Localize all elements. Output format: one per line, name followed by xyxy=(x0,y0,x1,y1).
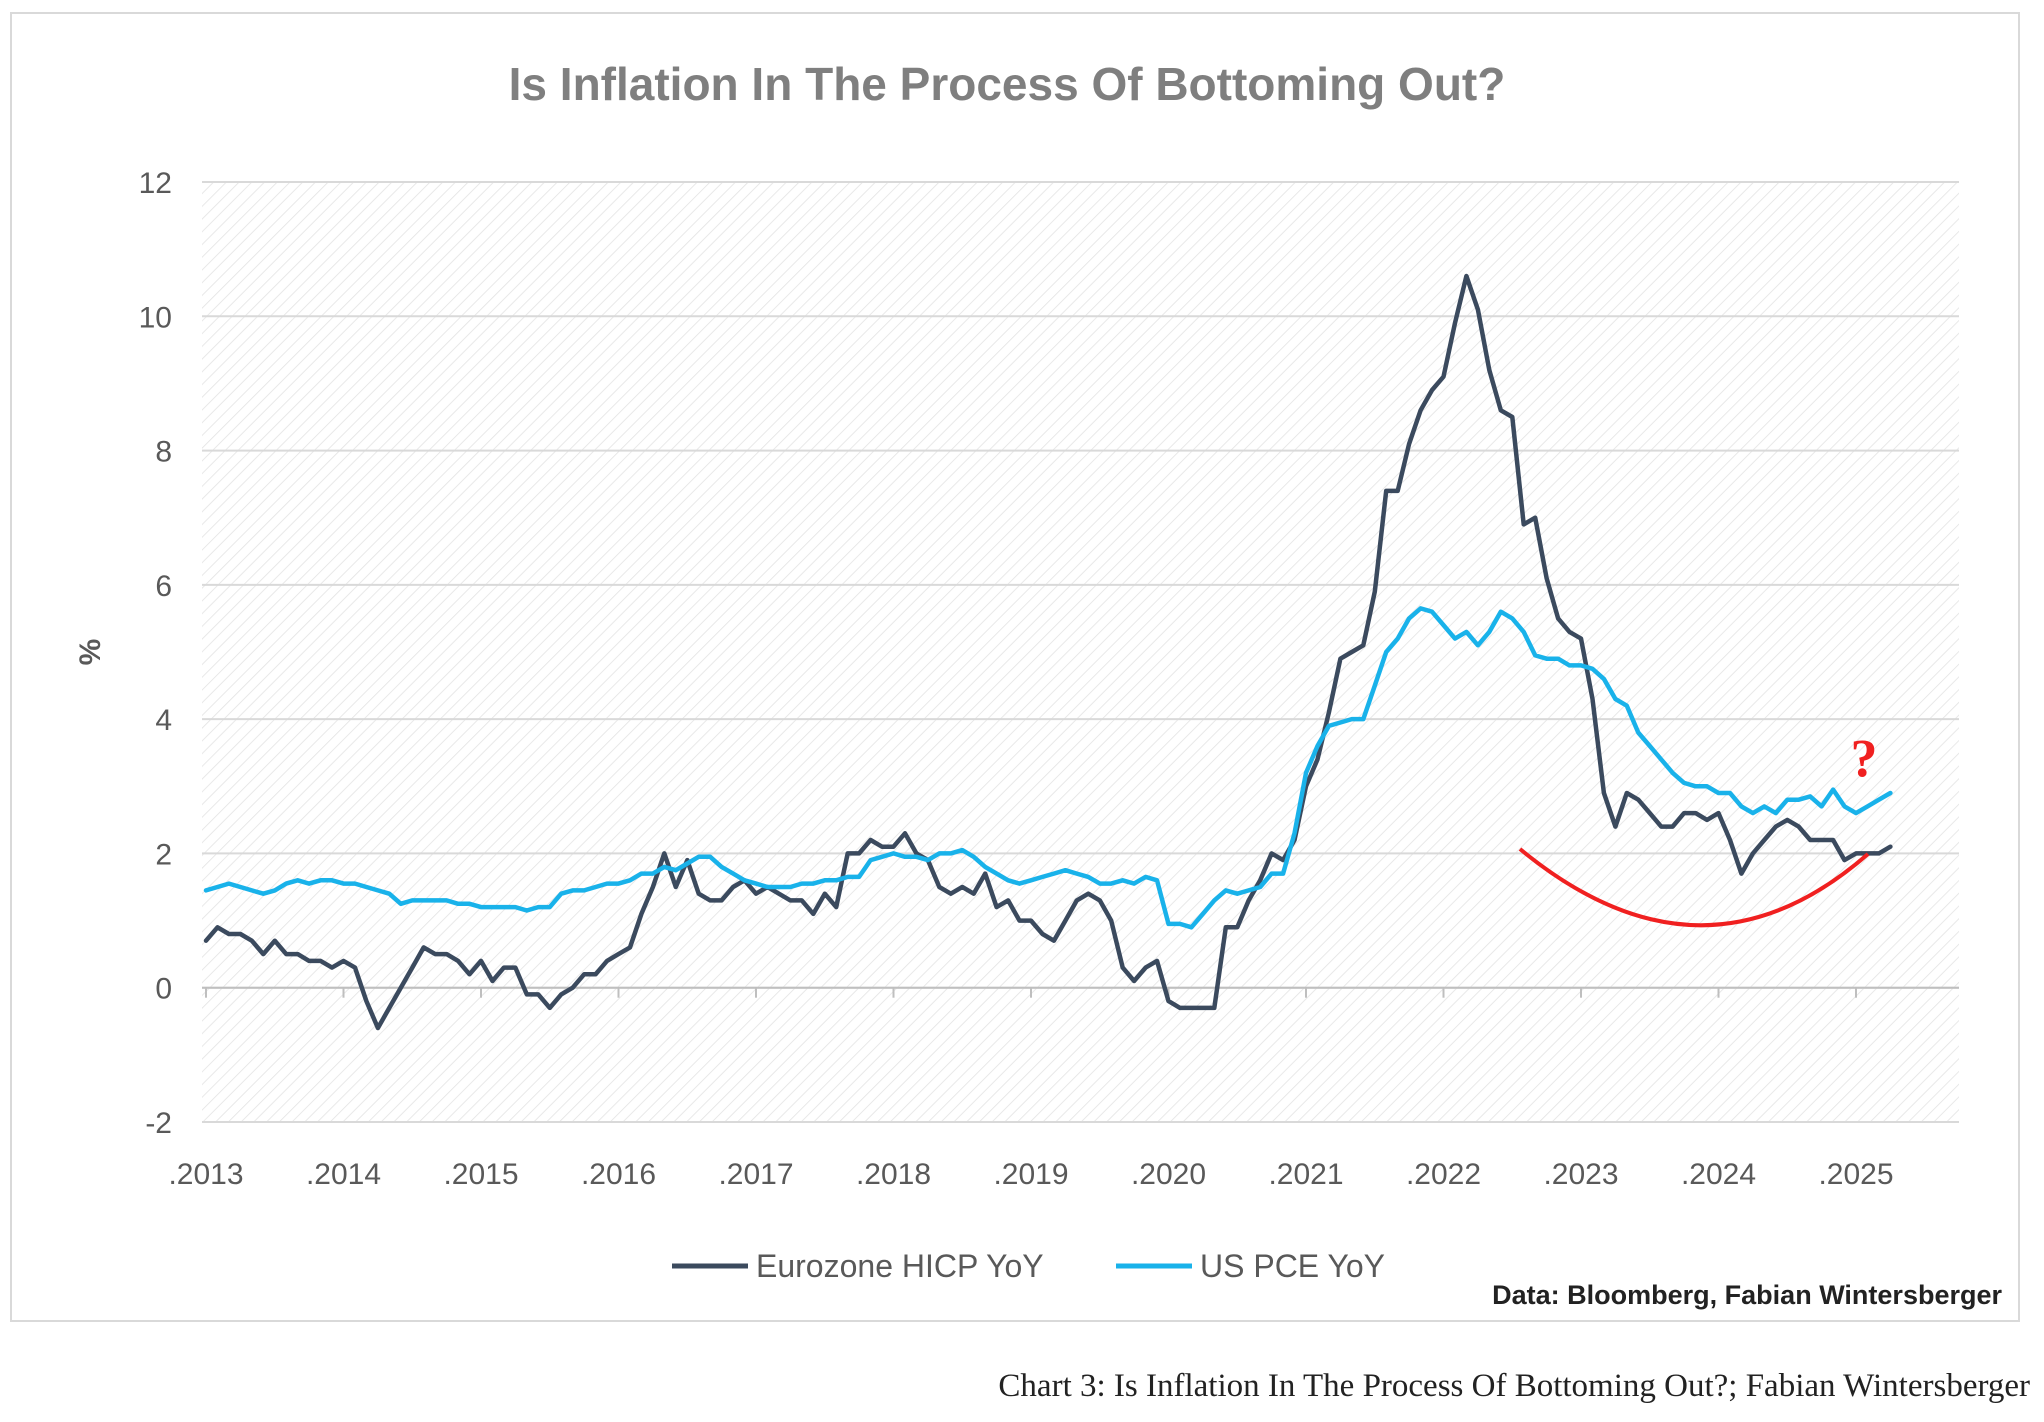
legend: Eurozone HICP YoY US PCE YoY xyxy=(672,1248,1385,1284)
plot-area xyxy=(202,182,1959,1122)
series-layer xyxy=(203,273,1893,1031)
legend-label-us: US PCE YoY xyxy=(1200,1248,1385,1284)
y-tick-label: 2 xyxy=(155,838,172,871)
source-note: Data: Bloomberg, Fabian Wintersberger xyxy=(1492,1280,2002,1310)
x-tick-label: .2016 xyxy=(581,1158,656,1191)
x-tick-label: .2025 xyxy=(1818,1158,1893,1191)
legend-label-eurozone: Eurozone HICP YoY xyxy=(756,1248,1044,1284)
y-tick-label: 0 xyxy=(155,973,172,1006)
x-tick-label: .2024 xyxy=(1681,1158,1756,1191)
chart-title: Is Inflation In The Process Of Bottoming… xyxy=(509,58,1506,110)
series-line-us-pce xyxy=(203,606,1893,930)
y-tick-label: 6 xyxy=(155,570,172,603)
x-tick-label: .2018 xyxy=(856,1158,931,1191)
bottoming-arc-annotation xyxy=(1518,847,1870,928)
y-tick-label: 8 xyxy=(155,436,172,469)
x-tick-label: .2021 xyxy=(1268,1158,1343,1191)
x-tick-label: .2014 xyxy=(306,1158,381,1191)
y-axis-ticks: 12 10 8 6 4 2 0 -2 xyxy=(139,167,172,1140)
y-tick-label: -2 xyxy=(145,1107,172,1140)
x-tick-label: .2017 xyxy=(718,1158,793,1191)
y-axis-label: % xyxy=(74,639,107,666)
x-tick-label: .2023 xyxy=(1543,1158,1618,1191)
series-line-eurozone-hicp xyxy=(203,273,1893,1031)
y-tick-label: 4 xyxy=(155,704,172,737)
y-tick-label: 12 xyxy=(139,167,172,200)
figure-caption: Chart 3: Is Inflation In The Process Of … xyxy=(998,1368,2030,1404)
question-mark-annotation: ? xyxy=(1851,728,1878,788)
x-tick-label: .2013 xyxy=(168,1158,243,1191)
chart-frame: Is Inflation In The Process Of Bottoming… xyxy=(10,12,2020,1322)
gridlines xyxy=(202,181,1959,1123)
x-tick-label: .2022 xyxy=(1406,1158,1481,1191)
y-tick-label: 10 xyxy=(139,301,172,334)
chart-svg: Is Inflation In The Process Of Bottoming… xyxy=(74,58,2002,1310)
x-axis-ticks: .2013 .2014 .2015 .2016 .2017 .2018 .2019 .2020… xyxy=(168,987,1894,1191)
x-tick-label: .2019 xyxy=(993,1158,1068,1191)
x-tick-label: .2020 xyxy=(1131,1158,1206,1191)
x-tick-label: .2015 xyxy=(443,1158,518,1191)
